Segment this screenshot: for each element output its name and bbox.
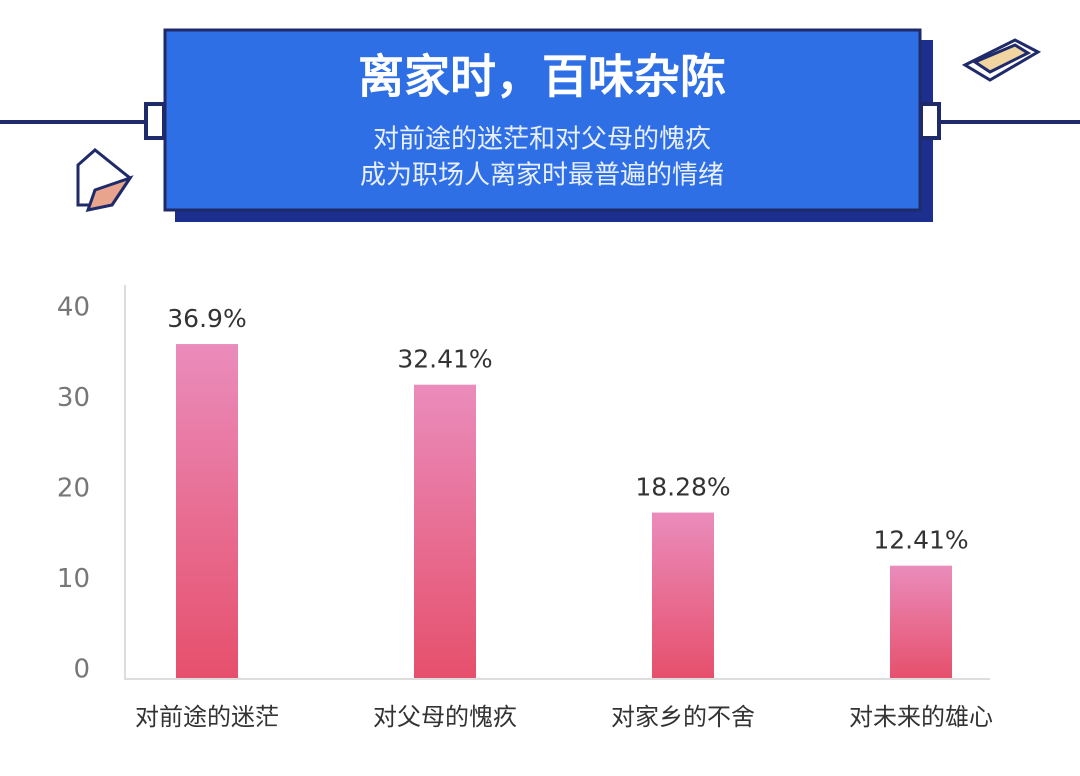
x-tick-label: 对父母的愧疚 [373,703,517,731]
y-tick-label: 20 [57,474,90,504]
x-tick-label: 对未来的雄心 [849,703,993,731]
y-tick-label: 10 [57,564,90,594]
bar [890,565,952,678]
subtitle: 成为职场人离家时最普遍的情绪 [360,161,724,191]
banner-box [163,28,922,212]
y-tick-label: 40 [57,293,90,323]
banner: 离家时，百味杂陈 对前途的迷茫和对父母的愧疚 成为职场人离家时最普遍的情绪 [0,28,1080,222]
value-label: 32.41% [397,345,492,374]
subtitle: 对前途的迷茫和对父母的愧疚 [373,125,711,155]
deco-box [76,148,134,213]
x-tick-label: 对前途的迷茫 [135,703,279,731]
clip [144,102,166,140]
clip [919,102,941,140]
bar [652,512,714,678]
x-tick-label: 对家乡的不舍 [611,703,755,731]
value-label: 18.28% [635,473,730,502]
deco-tray [961,38,1042,82]
bar [176,344,238,678]
title: 离家时，百味杂陈 [358,50,726,104]
bar [414,384,476,678]
value-label: 36.9% [167,304,246,333]
value-label: 12.41% [873,526,968,555]
y-tick-label: 30 [57,383,90,413]
y-tick-label: 0 [73,655,90,685]
